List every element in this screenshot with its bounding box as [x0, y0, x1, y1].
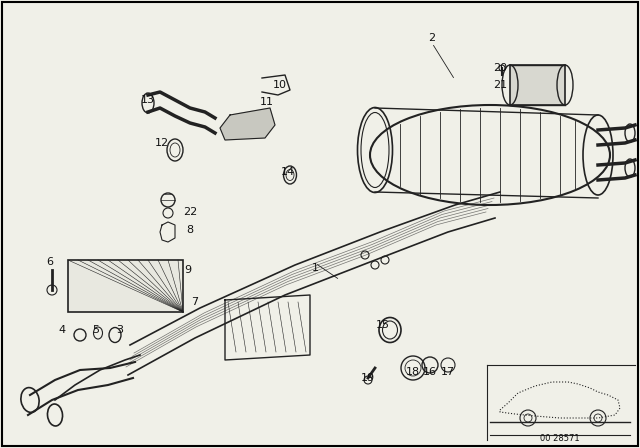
Text: 16: 16: [423, 367, 437, 377]
Text: 21: 21: [493, 80, 507, 90]
Text: 8: 8: [186, 225, 193, 235]
Bar: [510, 65, 565, 105]
Text: 22: 22: [183, 207, 197, 217]
Text: 19: 19: [361, 373, 375, 383]
Text: 14: 14: [281, 167, 295, 177]
Text: 13: 13: [141, 95, 155, 105]
Text: 00 28571: 00 28571: [540, 434, 580, 443]
Text: 4: 4: [58, 325, 65, 335]
Text: 9: 9: [184, 265, 191, 275]
Text: 12: 12: [155, 138, 169, 148]
Text: 2: 2: [428, 33, 436, 43]
Text: 5: 5: [93, 325, 99, 335]
Text: 6: 6: [47, 257, 54, 267]
Text: 10: 10: [273, 80, 287, 90]
Bar: [68, 260, 183, 312]
Text: 17: 17: [441, 367, 455, 377]
Text: 1: 1: [312, 263, 319, 273]
Polygon shape: [220, 108, 275, 140]
Text: 11: 11: [260, 97, 274, 107]
Text: 3: 3: [116, 325, 124, 335]
Text: 18: 18: [406, 367, 420, 377]
Text: 7: 7: [191, 297, 198, 307]
Text: 15: 15: [376, 320, 390, 330]
Text: 20: 20: [493, 63, 507, 73]
